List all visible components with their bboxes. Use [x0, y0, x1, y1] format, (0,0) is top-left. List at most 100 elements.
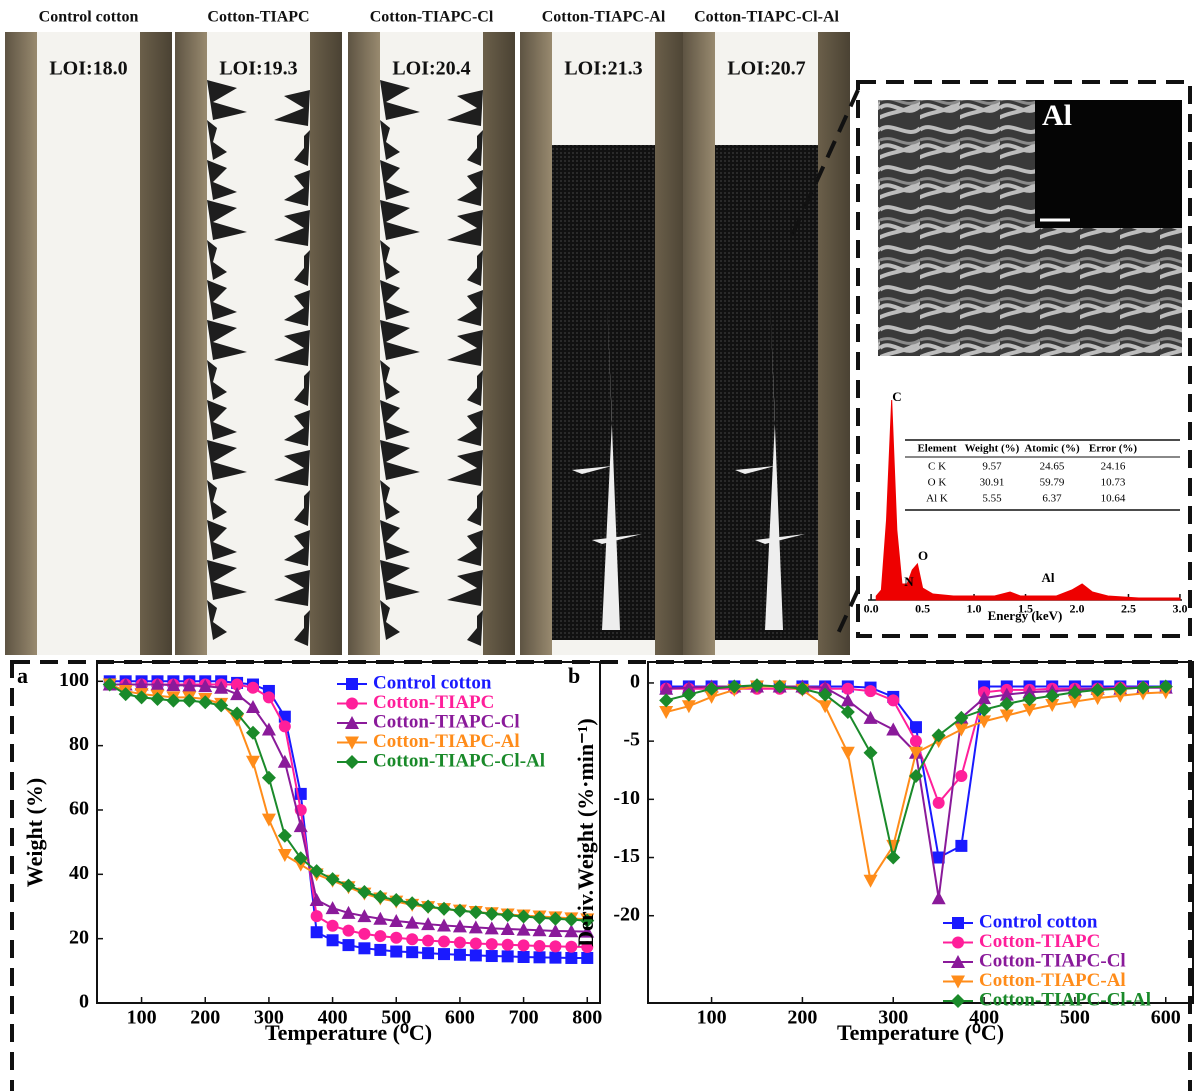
x-tick-label: 0.5 — [915, 601, 930, 615]
marker — [772, 679, 787, 694]
marker — [406, 933, 419, 946]
marker — [864, 685, 877, 698]
marker — [422, 934, 435, 947]
marker — [548, 923, 563, 937]
marker — [565, 951, 578, 964]
marker — [342, 924, 355, 937]
table-cell: 6.37 — [1042, 493, 1062, 505]
marker — [358, 942, 371, 955]
marker — [102, 677, 117, 692]
marker — [977, 715, 992, 729]
table-cell: C K — [928, 461, 946, 473]
marker — [659, 706, 674, 720]
marker — [931, 891, 946, 905]
marker — [841, 682, 854, 695]
table-cell: Al K — [926, 493, 948, 505]
marker — [580, 913, 595, 928]
marker — [357, 885, 372, 900]
legend-label: Cotton-TIAPC-Cl-Al — [373, 750, 545, 771]
loi-label: LOI:20.4 — [392, 58, 470, 80]
marker — [484, 921, 499, 935]
marker — [500, 922, 515, 936]
char — [207, 80, 310, 646]
marker — [501, 950, 514, 963]
marker — [358, 927, 371, 940]
peak-label: N — [904, 574, 914, 589]
y-tick-label: 60 — [69, 798, 89, 820]
plot-frame — [96, 661, 601, 1004]
marker — [681, 700, 696, 714]
marker — [818, 687, 833, 702]
marker — [1158, 679, 1173, 694]
photo-title: Cotton-TIAPC-Cl-Al — [694, 9, 839, 26]
legend-marker — [951, 955, 965, 968]
y-tick-label: 20 — [69, 926, 89, 948]
marker — [421, 899, 436, 914]
peak-label: Al — [1042, 570, 1055, 585]
marker — [548, 911, 563, 926]
peak-label: C — [892, 389, 901, 404]
marker — [245, 700, 260, 714]
marker — [533, 951, 546, 964]
table-header: Error (%) — [1089, 443, 1137, 455]
marker — [437, 901, 452, 916]
marker — [166, 693, 181, 708]
y-tick-label: 0 — [79, 991, 89, 1013]
marker — [277, 849, 292, 863]
marker — [230, 687, 245, 701]
marker — [1136, 680, 1151, 695]
y-tick-label: 80 — [69, 733, 89, 755]
x-tick-label: 200 — [787, 1007, 817, 1029]
y-tick-label: 40 — [69, 862, 89, 884]
marker — [198, 695, 213, 710]
marker — [485, 950, 498, 963]
marker — [469, 949, 482, 962]
marker — [1022, 685, 1037, 699]
marker — [659, 693, 674, 708]
table-cell: 9.57 — [982, 461, 1002, 473]
marker — [134, 690, 149, 705]
marker — [261, 770, 276, 785]
table-cell: 24.65 — [1040, 461, 1065, 473]
marker — [374, 943, 387, 956]
marker — [277, 754, 292, 768]
al-map-label: Al — [1042, 99, 1072, 132]
marker — [1067, 695, 1082, 709]
peak-label: O — [918, 548, 928, 563]
marker — [999, 709, 1014, 723]
marker — [373, 889, 388, 904]
marker — [485, 938, 498, 951]
marker — [659, 681, 674, 695]
y-axis-title: Deriv.Weight (%·min⁻¹) — [573, 718, 598, 946]
marker — [452, 903, 467, 918]
marker — [840, 746, 855, 760]
marker — [909, 721, 922, 734]
marker — [150, 677, 165, 691]
marker — [863, 874, 878, 888]
marker — [1090, 692, 1105, 706]
marker — [533, 940, 546, 953]
marker — [1045, 699, 1060, 713]
legend-marker — [345, 755, 359, 769]
x-tick-label: 2.5 — [1121, 601, 1136, 615]
marker — [310, 926, 323, 939]
legend-marker — [952, 917, 964, 929]
table-cell: O K — [928, 477, 947, 489]
marker — [278, 720, 291, 733]
table-header: Element — [917, 443, 956, 455]
series-line — [665, 685, 1166, 884]
marker — [840, 693, 855, 707]
marker — [469, 937, 482, 950]
marker — [468, 920, 483, 934]
legend-label: Cotton-TIAPC-Al — [373, 731, 520, 752]
marker — [1022, 692, 1037, 707]
marker — [517, 939, 530, 952]
marker — [309, 893, 324, 907]
marker — [134, 677, 149, 691]
marker — [1067, 685, 1082, 700]
marker — [437, 918, 452, 932]
marker — [438, 948, 451, 961]
table-header: Weight (%) — [965, 443, 1020, 455]
marker — [261, 722, 276, 736]
photo-title: Cotton-TIAPC-Cl — [370, 9, 494, 26]
